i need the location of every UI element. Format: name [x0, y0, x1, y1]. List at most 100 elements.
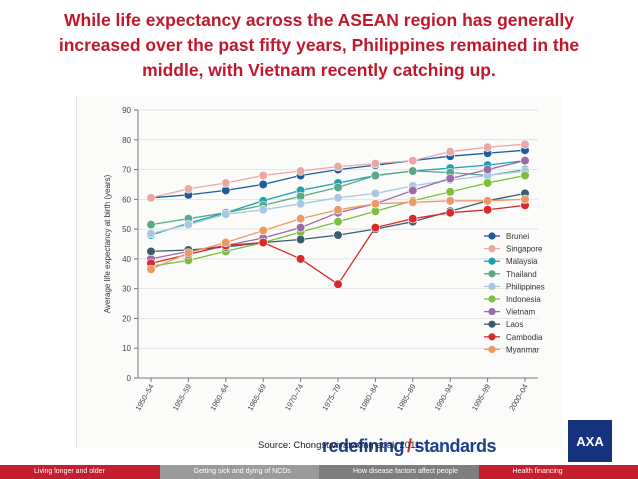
y-tick-label: 10	[122, 344, 131, 353]
y-tick-label: 40	[122, 255, 131, 264]
data-point	[520, 156, 530, 166]
y-tick-label: 50	[122, 225, 131, 234]
data-point	[483, 178, 493, 188]
data-point	[408, 214, 418, 224]
legend-label: Cambodia	[506, 333, 543, 342]
y-axis-label: Average life expectancy at birth (years)	[103, 174, 112, 313]
data-point	[296, 214, 306, 224]
data-point	[520, 139, 530, 149]
x-tick-label: 1970–74	[283, 383, 305, 413]
legend-label: Brunei	[506, 232, 529, 241]
legend-label: Laos	[506, 320, 523, 329]
legend-label: Malaysia	[506, 257, 538, 266]
footer-tab-ncds[interactable]: Getting sick and dying of NCDs	[159, 465, 319, 479]
data-point	[221, 209, 231, 219]
legend-label: Myanmar	[506, 345, 540, 354]
data-point	[258, 170, 268, 181]
x-tick-label: 1955–59	[171, 383, 193, 413]
x-tick-label: 1985–89	[395, 383, 417, 413]
x-tick-label: 1995–99	[470, 383, 492, 413]
data-point	[483, 196, 493, 206]
data-point	[146, 264, 156, 274]
y-tick-label: 60	[122, 195, 131, 204]
data-point	[333, 279, 343, 289]
data-point	[146, 228, 156, 239]
y-tick-label: 90	[122, 106, 131, 115]
legend-marker	[488, 270, 496, 278]
legend-marker	[488, 308, 496, 316]
y-tick-label: 0	[127, 374, 132, 383]
data-point	[221, 237, 231, 248]
life-expectancy-line-chart: 0 10 20 30 40 50 60 70 80 90 1950–54 1955–59 1960–64…	[103, 106, 545, 413]
data-point	[183, 220, 193, 230]
data-point	[258, 205, 268, 215]
data-point	[221, 178, 231, 188]
data-point	[296, 199, 306, 209]
footer-tab-health-financing[interactable]: Health financing	[478, 465, 638, 479]
brand-tagline: redefining / standards	[322, 436, 497, 457]
footer-tab-disease-factors[interactable]: How disease factors affect people	[319, 465, 479, 479]
legend-marker	[488, 333, 496, 341]
data-point	[333, 193, 343, 203]
data-point	[296, 223, 306, 233]
legend-label: Singapore	[506, 245, 543, 254]
title-line-1: While life expectancy across the ASEAN r…	[64, 10, 574, 30]
y-tick-label: 30	[122, 285, 131, 294]
data-point	[333, 182, 343, 193]
legend-marker	[488, 257, 496, 265]
data-point	[333, 217, 343, 227]
legend-marker	[488, 245, 496, 253]
x-tick-label: 1950–54	[133, 383, 155, 413]
data-point	[408, 185, 418, 195]
legend-label: Philippines	[506, 282, 545, 291]
x-tick-label: 2000–04	[507, 383, 529, 413]
data-point	[445, 173, 455, 184]
data-point	[333, 205, 343, 215]
data-point	[370, 170, 381, 181]
y-tick-label: 80	[122, 136, 131, 145]
data-point	[370, 199, 381, 209]
data-point	[408, 156, 418, 166]
data-point	[520, 170, 530, 181]
brand-word-2: standards	[414, 436, 497, 456]
data-point	[370, 188, 381, 198]
source-note: Source: Chongsuvivatwong et al, 2011	[258, 440, 420, 451]
data-point	[408, 197, 418, 207]
x-tick-label: 1990–94	[433, 383, 455, 413]
legend-label: Thailand	[506, 270, 537, 279]
y-tick-label: 20	[122, 314, 131, 323]
legend-label: Vietnam	[506, 308, 536, 317]
slide-title: While life expectancy across the ASEAN r…	[20, 8, 618, 83]
data-point	[445, 187, 455, 197]
data-point	[146, 193, 156, 203]
footer-nav: Living longer and older Getting sick and…	[0, 465, 638, 479]
x-tick-label: 1975–79	[320, 383, 342, 413]
x-tick-label: 1980–84	[358, 383, 380, 413]
data-point	[258, 179, 268, 190]
legend-marker	[488, 295, 496, 303]
legend-marker	[488, 282, 496, 290]
title-line-2: increased over the past fifty years, Phi…	[58, 35, 580, 55]
data-point	[146, 246, 156, 257]
axa-logo: AXA	[568, 420, 612, 462]
data-point	[333, 161, 343, 172]
footer-tab-living-longer[interactable]: Living longer and older	[0, 465, 160, 479]
data-point	[445, 147, 455, 157]
legend-label: Indonesia	[506, 295, 541, 304]
data-point	[183, 184, 193, 194]
title-line-3: middle, with Vietnam recently catching u…	[142, 60, 496, 80]
data-point	[333, 230, 343, 240]
data-point	[183, 248, 193, 258]
data-point	[445, 196, 455, 206]
data-point	[146, 220, 156, 230]
data-point	[520, 194, 530, 204]
x-tick-label: 1965–69	[246, 383, 268, 413]
data-point	[483, 164, 493, 175]
data-point	[296, 166, 306, 176]
legend-marker	[488, 320, 496, 328]
chart-panel	[76, 96, 561, 448]
data-point	[408, 166, 418, 176]
data-point	[370, 223, 381, 233]
brand-slash-mark: /	[407, 436, 412, 456]
data-point	[258, 237, 268, 248]
